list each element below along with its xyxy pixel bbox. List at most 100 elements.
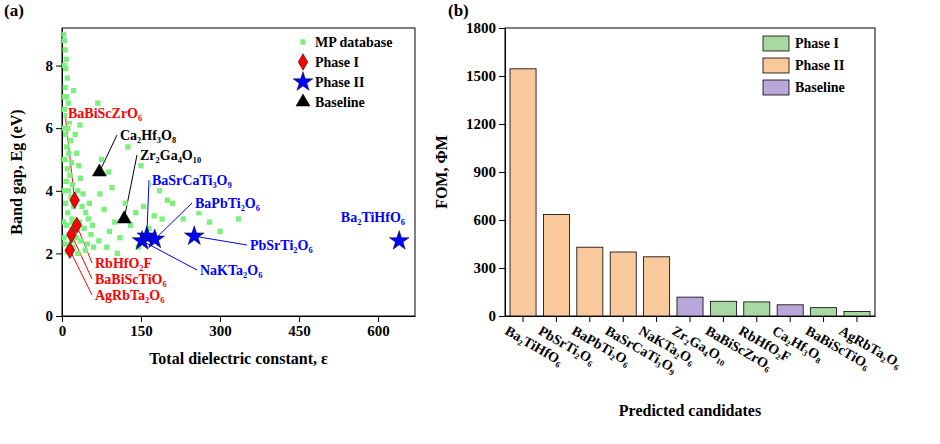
tick-mark: [790, 316, 791, 322]
point: [86, 216, 91, 221]
point: [95, 100, 100, 105]
panel-label: (b): [448, 1, 469, 20]
tick-label: 0: [46, 308, 54, 324]
bar: [543, 214, 569, 316]
point: [83, 248, 88, 253]
point: [79, 204, 84, 209]
tick: 600: [367, 316, 390, 339]
point: [87, 201, 92, 206]
point: [65, 166, 70, 171]
point: [63, 85, 68, 90]
tick-label: 1800: [466, 20, 496, 36]
panel-label: (a): [4, 1, 24, 20]
point-label: PbSrTi₂O₆: [250, 238, 313, 253]
bar: [644, 257, 670, 316]
points: [62, 32, 409, 259]
plot-frame: [505, 28, 875, 316]
tick-label: 0: [489, 308, 497, 324]
point: [91, 244, 96, 249]
point: [97, 191, 102, 196]
axis-line: [62, 29, 63, 317]
bar: [510, 69, 536, 316]
leader-line: [194, 236, 247, 245]
tick-mark: [499, 28, 505, 29]
point: [62, 235, 67, 240]
tick-label: 300: [474, 260, 497, 276]
tick-label: 6: [46, 120, 54, 136]
tick: 1800: [466, 20, 505, 36]
point-label: AgRbTa₂O₆: [95, 288, 164, 303]
legend-symbol: [300, 39, 305, 44]
point-label: BaPbTi₂O₆: [195, 196, 260, 211]
label-patch: [340, 210, 406, 225]
tick-mark: [56, 316, 62, 317]
label-patch: [139, 148, 202, 163]
point: [63, 241, 68, 246]
point: [64, 144, 69, 149]
tick: 1500: [466, 68, 505, 84]
legend-label: Phase I: [795, 36, 839, 51]
point: [71, 88, 76, 93]
point: [78, 238, 83, 243]
point: [181, 216, 186, 221]
point: [389, 231, 409, 250]
tick-mark: [499, 124, 505, 125]
tick-mark: [56, 253, 62, 254]
label-patch: [151, 173, 233, 188]
annotations: BaBiScZrO₆RbHfO₂FBaBiScTiO₆AgRbTa₂O₆NaKT…: [67, 106, 406, 303]
legend-symbol: [296, 94, 310, 106]
point: [123, 201, 128, 206]
label-patch: [199, 263, 263, 278]
tick: 900: [474, 164, 506, 180]
bar: [777, 305, 803, 316]
panel: (b)Predicted candidatesFOM, ΦMBa₂TiHfO₆P…: [433, 1, 904, 419]
point: [217, 229, 222, 234]
point: [75, 188, 80, 193]
tick-mark: [220, 316, 221, 322]
tick: 2: [46, 246, 63, 262]
point: [112, 219, 117, 224]
label-patch: [94, 288, 165, 303]
point: [159, 216, 164, 221]
legend: MP databasePhase IPhase IIBaseline: [293, 35, 392, 110]
label-patch: [194, 196, 261, 211]
tick-mark: [823, 316, 824, 322]
point: [207, 219, 212, 224]
axis-line: [63, 316, 416, 317]
tick-mark: [499, 316, 505, 317]
legend-label: Baseline: [315, 95, 365, 110]
point: [145, 229, 165, 248]
point: [65, 75, 70, 80]
tick: 0: [46, 308, 63, 324]
tick-mark: [56, 191, 62, 192]
point-label: NaKTa₂O₆: [200, 263, 262, 278]
point: [62, 107, 67, 112]
point: [236, 216, 241, 221]
tick: 0: [59, 316, 67, 339]
tick-mark: [690, 316, 691, 322]
tick-label: AgRbTa₂O₆: [836, 323, 904, 371]
tick-mark: [589, 316, 590, 322]
tick-mark: [499, 268, 505, 269]
tick: 300: [474, 260, 506, 276]
point: [77, 122, 82, 127]
point-label: RbHfO₂F: [95, 256, 152, 271]
leader-line: [124, 155, 137, 219]
point: [62, 63, 67, 68]
tick-mark: [656, 316, 657, 322]
leader-line: [99, 135, 117, 172]
point: [109, 185, 114, 190]
point-label: BaSrCaTi₃O₉: [152, 173, 232, 188]
point: [74, 151, 79, 156]
point: [184, 226, 204, 245]
point: [125, 144, 130, 149]
label-patch: [94, 272, 168, 287]
point: [68, 138, 73, 143]
point: [80, 191, 85, 196]
axis: 02468: [46, 29, 63, 325]
tick: 6: [46, 120, 63, 136]
point-label: Ba₂TiHfO₆: [341, 210, 405, 225]
point-label: BaBiScTiO₆: [95, 272, 167, 287]
point: [138, 163, 143, 168]
legend-label: MP database: [315, 35, 392, 50]
